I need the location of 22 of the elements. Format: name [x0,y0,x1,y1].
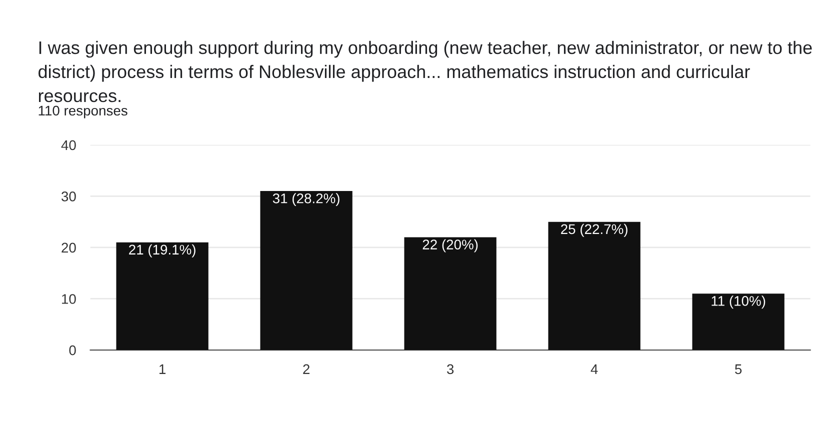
chart-title: I was given enough support during my onboarding (new teacher, new administrator, or new to the district) process in terms of Noblesville approach... mathematics instruction and curricular resources. [38,40,812,102]
data-label: 31 (28.2%) [272,193,340,206]
data-label: 11 (10%) [712,296,766,309]
y-tick-label: 30 [62,192,76,202]
x-tick-label: 5 [735,364,742,374]
bar [692,294,784,350]
data-label: 21 (19.1%) [129,244,196,258]
x-tick-label: 3 [446,364,454,374]
bar [260,191,352,350]
x-tick-label: 4 [590,364,598,374]
x-tick-label: 1 [160,364,166,374]
bar [404,237,496,350]
y-tick-label: 40 [61,140,76,150]
y-tick-label: 20 [62,242,76,253]
bar [116,242,208,350]
bar [548,222,640,350]
chart-subtitle: 110 responses [38,106,128,118]
data-label: 22 (20%) [422,239,478,252]
data-label: 25 (22.7%) [561,224,628,237]
y-tick-label: 0 [69,345,76,356]
x-tick-label: 2 [303,364,310,374]
y-tick-label: 10 [62,294,76,304]
